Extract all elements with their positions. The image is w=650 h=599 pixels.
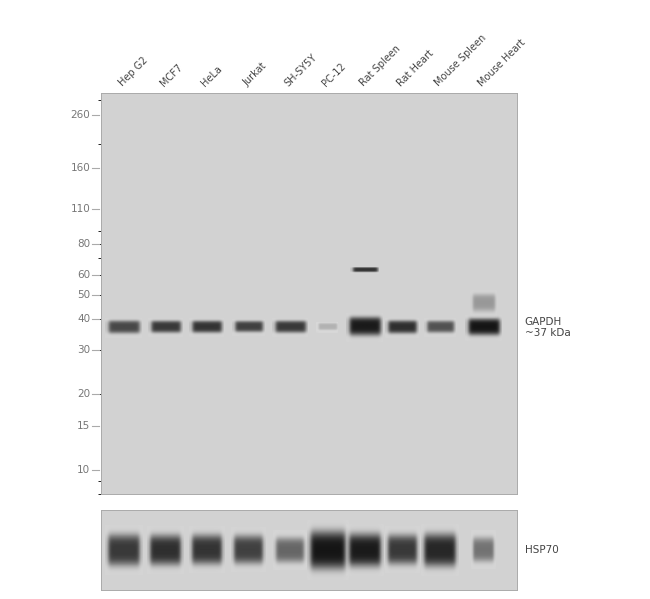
Text: 20: 20 bbox=[77, 389, 90, 400]
Text: 260: 260 bbox=[70, 110, 90, 120]
Text: 10: 10 bbox=[77, 465, 90, 475]
Text: 15: 15 bbox=[77, 420, 90, 431]
Text: Rat Heart: Rat Heart bbox=[395, 48, 436, 88]
Text: Mouse Heart: Mouse Heart bbox=[476, 37, 527, 88]
Text: 80: 80 bbox=[77, 238, 90, 249]
Text: 40: 40 bbox=[77, 314, 90, 324]
Text: MCF7: MCF7 bbox=[158, 62, 185, 88]
Text: Jurkat: Jurkat bbox=[241, 61, 268, 88]
Text: 50: 50 bbox=[77, 290, 90, 300]
Text: 30: 30 bbox=[77, 346, 90, 355]
Text: HeLa: HeLa bbox=[200, 63, 224, 88]
Text: 60: 60 bbox=[77, 270, 90, 280]
Text: 110: 110 bbox=[70, 204, 90, 214]
Text: HSP70: HSP70 bbox=[525, 545, 558, 555]
Text: GAPDH
~37 kDa: GAPDH ~37 kDa bbox=[525, 317, 570, 338]
Text: PC-12: PC-12 bbox=[320, 60, 348, 88]
Text: Mouse Spleen: Mouse Spleen bbox=[433, 33, 488, 88]
Text: 160: 160 bbox=[70, 164, 90, 173]
Text: SH-SY5Y: SH-SY5Y bbox=[283, 52, 319, 88]
Text: Rat Spleen: Rat Spleen bbox=[358, 44, 402, 88]
Text: Hep G2: Hep G2 bbox=[116, 55, 150, 88]
